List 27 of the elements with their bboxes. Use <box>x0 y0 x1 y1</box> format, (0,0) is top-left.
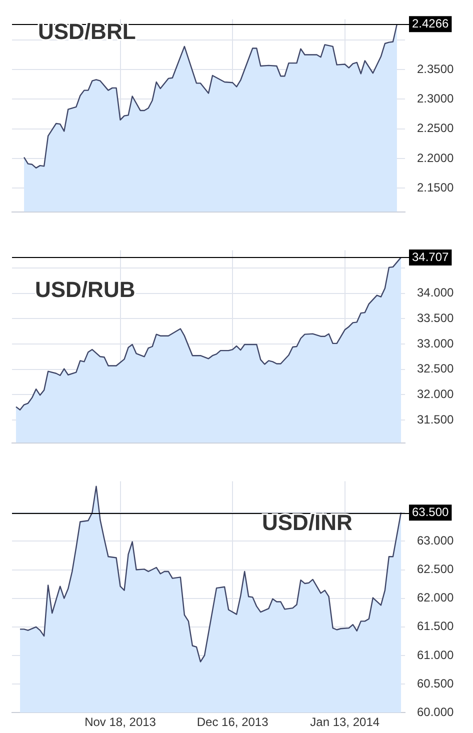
text: USD/RUB <box>35 277 136 302</box>
y-tick-label: 31.500 <box>417 412 454 426</box>
ref-line-label: 2.4266 <box>412 16 450 30</box>
y-tick-label: 2.1500 <box>417 180 454 194</box>
y-tick-label: 2.2500 <box>417 121 454 136</box>
y-tick-label: 32.500 <box>417 362 454 376</box>
y-tick-label: 33.500 <box>417 310 454 325</box>
y-tick-label: 33.000 <box>417 336 454 350</box>
ref-line-label: 63.500 <box>412 504 450 519</box>
y-tick-label: 60.000 <box>417 704 454 719</box>
y-tick-label: 62.000 <box>417 590 454 605</box>
y-tick-label: 61.000 <box>417 648 454 662</box>
y-tick-label: 62.500 <box>417 562 454 576</box>
text: USD/INR <box>262 510 353 536</box>
y-tick-label: 32.000 <box>417 386 454 401</box>
y-tick-label: 61.500 <box>417 619 454 634</box>
y-tick-label: 34.000 <box>417 286 454 300</box>
chart-title: USD/BRL <box>38 19 136 44</box>
y-tick-label: 60.500 <box>417 676 454 690</box>
y-tick-label: 2.2000 <box>417 150 454 165</box>
x-tick-label: Dec 16, 2013 <box>196 715 269 730</box>
y-tick-label: 2.3000 <box>417 92 454 106</box>
x-tick-label: Jan 13, 2014 <box>310 715 380 730</box>
y-tick-label: 63.000 <box>417 534 454 548</box>
ref-line-label: 34.707 <box>412 250 450 264</box>
x-tick-label: Nov 18, 2013 <box>84 715 156 730</box>
y-tick-label: 2.3500 <box>417 62 454 76</box>
